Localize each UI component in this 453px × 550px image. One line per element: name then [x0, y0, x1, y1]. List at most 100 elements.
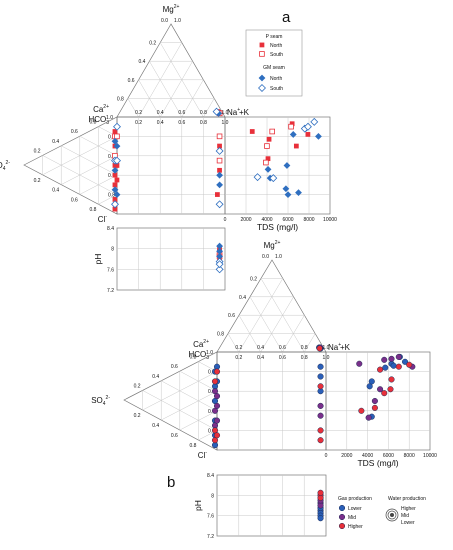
panel-a-point-p-seam-south [264, 143, 270, 149]
panel-b-tds-tick: 10000 [423, 453, 437, 459]
panel-a-point-gm-seam-north [216, 253, 223, 260]
legend-water-higher-ring [385, 508, 399, 522]
legend-p-title: P seam [266, 34, 283, 40]
panel-b-anion-grid [142, 371, 218, 411]
panel-a-ion-mg: Mg2+ [163, 4, 180, 14]
panel-b-anion-tick: 0.8 [189, 355, 196, 361]
panel-b-point-lower [317, 515, 324, 522]
panel-a-cation-grid [138, 42, 183, 118]
panel-a-cation-grid [127, 98, 139, 118]
panel-a-point-p-seam-north [217, 143, 222, 149]
panel-b-point-mid [365, 414, 372, 421]
legend-gas-title: Gas production [338, 496, 372, 502]
panel-b-point-lower [368, 378, 375, 385]
panel-b-ph-tick: 7.6 [207, 514, 214, 520]
panel-b-ion-hco3: HCO3 [188, 350, 209, 361]
panel-a-point-gm-seam-north [315, 133, 322, 140]
panel-a-point-p-seam-north [112, 197, 118, 202]
panel-a-anion-tick-low: 0.8 [89, 207, 96, 213]
legend-gm-south: South [270, 86, 283, 92]
panel-a-point-gm-seam-north [111, 137, 119, 145]
legend-lower-marker [338, 504, 346, 512]
panel-b-point-mid [395, 353, 402, 360]
panel-a-square-top-tick: 0.2 [135, 110, 142, 116]
panel-a-cation-base-tick: 0.2 [135, 120, 142, 126]
panel-a-ph-tick: 8 [111, 247, 114, 253]
panel-a-ion-cl: Cl- [98, 214, 108, 224]
legend-gm-north: North [270, 76, 282, 82]
legend-mid: Mid [348, 515, 356, 521]
panel-b-cation-base-tick: 0.2 [235, 355, 242, 361]
legend-higher-marker [338, 522, 346, 530]
panel-b-cation-grid [260, 278, 305, 353]
panel-b-point-higher [316, 345, 323, 352]
panel-b-cation-tick: 0.2 [250, 276, 257, 282]
panel-a-point-gm-seam-south [113, 122, 121, 131]
panel-b-ion-ca: Ca2+ [193, 339, 209, 349]
panel-a-anion-tick: 0.4 [52, 139, 59, 145]
panel-a-cation-tick: 0.8 [117, 96, 124, 102]
panel-b-point-higher [317, 383, 324, 390]
panel-b-ion-cl: Cl- [198, 450, 208, 460]
panel-b-point-higher [388, 376, 395, 383]
panel-b-tds-plot [325, 351, 431, 451]
panel-a-tds-tick: 8000 [303, 217, 314, 223]
panel-a-cation-apex-one: 1.0 [174, 18, 181, 24]
panel-a-point-gm-seam-north [216, 171, 223, 179]
panel-a-cation-grid [203, 98, 215, 118]
panel-b-point-mid [213, 417, 221, 424]
legend-a [245, 29, 303, 97]
panel-a-point-p-seam-north [114, 177, 120, 183]
panel-a-ph-tick: 8.4 [107, 226, 114, 232]
legend-p-south: South [270, 52, 283, 58]
legend-water-title: Water production [388, 496, 426, 502]
panel-b-square-top-tick: 0.8 [301, 345, 308, 351]
panel-b-point-mid [213, 393, 221, 400]
panel-a-square-left-tick: 0.6 [108, 173, 115, 179]
panel-b-cation-apex-one: 1.0 [275, 254, 282, 260]
panel-b-point-lower [401, 358, 409, 365]
panel-b-point-higher [317, 494, 324, 501]
panel-b-square-top-tick: 0.2 [235, 345, 242, 351]
panel-a-point-gm-seam-south [215, 200, 224, 209]
panel-b-letter: b [167, 474, 175, 491]
panel-a-point-gm-seam-north [111, 166, 119, 174]
panel-a-cation-base-tick: 1.0 [222, 120, 229, 126]
panel-a-point-p-seam-south [216, 133, 223, 140]
panel-b-point-mid [213, 402, 221, 409]
panel-b-anion-grid [161, 380, 218, 412]
panel-a-point-p-seam-south [269, 128, 275, 135]
panel-a-ph-plot [116, 227, 226, 291]
panel-a-point-gm-seam-north [282, 185, 290, 193]
panel-b-cation-grid [303, 333, 316, 353]
panel-b-point-lower [390, 362, 397, 369]
panel-b-cation-base-tick: 0.6 [279, 355, 286, 361]
panel-b-point-mid [317, 502, 324, 509]
panel-a-point-p-seam-north [293, 143, 299, 149]
panel-a-point-p-seam-north [217, 167, 222, 173]
panel-b-point-higher [317, 489, 324, 496]
panel-a-ion-k: +K [239, 108, 250, 117]
legend-p-north: North [270, 43, 282, 49]
panel-a-point-gm-seam-south [212, 107, 221, 116]
panel-a-point-gm-seam-south [269, 174, 278, 183]
panel-b-point-lower [317, 363, 324, 370]
panel-b-cation-base-tick: 0.8 [301, 355, 308, 361]
panel-b-point-lower [317, 373, 324, 380]
panel-a-cation-grid [159, 42, 204, 118]
panel-b-cation-base-tick: 0.4 [257, 355, 264, 361]
panel-b-anion-tick: 0.6 [171, 364, 178, 370]
panel-b-cation-tick: 0.4 [239, 295, 246, 301]
panel-a-ph-tick: 7.6 [107, 267, 114, 273]
panel-b-ph-tick: 8.4 [207, 473, 214, 479]
panel-a-point-p-seam-north [265, 156, 271, 162]
panel-b-point-mid [388, 355, 395, 362]
panel-a-point-gm-seam-north [295, 189, 302, 197]
panel-a-point-gm-seam-north [113, 142, 121, 150]
panel-b-cation-grid [227, 333, 240, 353]
panel-b-point-higher [358, 407, 365, 414]
legend-water-lower-dot [390, 513, 394, 517]
panel-b-point-higher [213, 432, 221, 439]
panel-a-point-p-seam-north [215, 192, 220, 197]
panel-b-point-mid [371, 397, 378, 405]
